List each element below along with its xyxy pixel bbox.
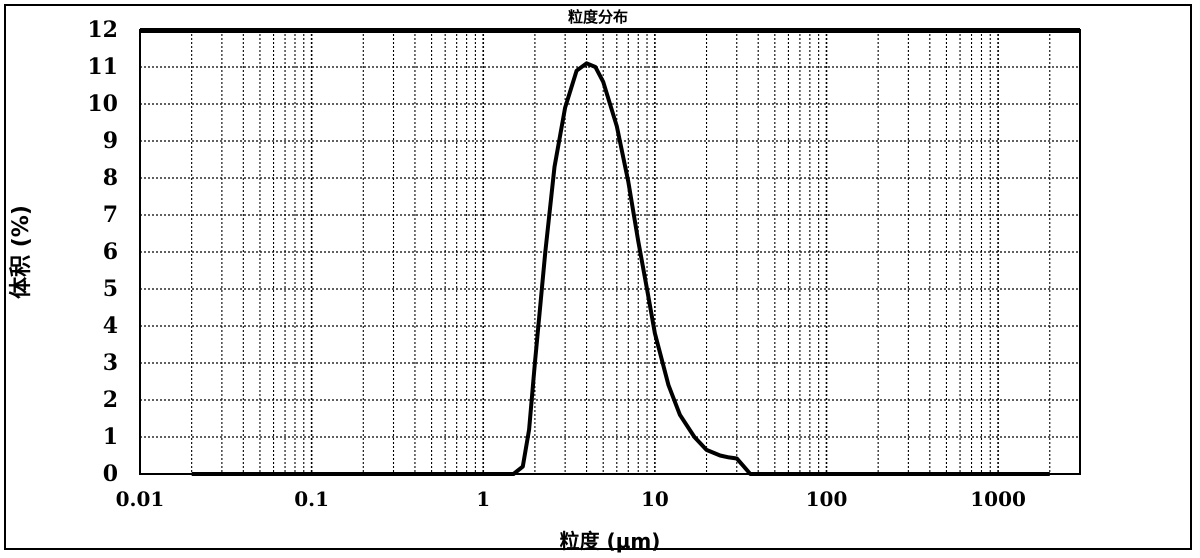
x-tick-label: 0.1	[294, 487, 329, 511]
chart-frame	[4, 4, 1192, 550]
y-tick-label: 2	[103, 387, 118, 413]
x-tick-labels: 0.01 0.1 1 10 100 1000	[116, 487, 1026, 511]
y-tick-label: 11	[87, 54, 118, 80]
y-tick-label: 1	[103, 424, 118, 450]
x-tick-label: 1	[476, 487, 490, 511]
x-tick-label: 1000	[970, 487, 1026, 511]
y-axis-label: 体积 (%)	[9, 205, 34, 299]
y-tick-label: 8	[103, 165, 118, 191]
chart-title: 粒度分布	[568, 8, 628, 26]
y-tick-label: 12	[87, 17, 118, 43]
y-tick-label: 6	[103, 239, 118, 265]
distribution-curve	[191, 61, 1050, 476]
y-tick-label: 3	[103, 350, 118, 376]
y-tick-label: 0	[103, 461, 118, 487]
plot-area	[139, 29, 1081, 475]
x-tick-label: 0.01	[116, 487, 165, 511]
y-tick-label: 9	[103, 128, 118, 154]
y-tick-label: 4	[103, 313, 118, 339]
x-tick-label: 10	[641, 487, 669, 511]
series-group	[191, 61, 1050, 476]
x-axis-label: 粒度 (μm)	[560, 529, 661, 553]
y-tick-label: 5	[103, 276, 118, 302]
y-tick-label: 10	[87, 91, 118, 117]
x-tick-label: 100	[806, 487, 848, 511]
grid-lines	[139, 28, 1081, 475]
y-tick-label: 7	[103, 202, 118, 228]
